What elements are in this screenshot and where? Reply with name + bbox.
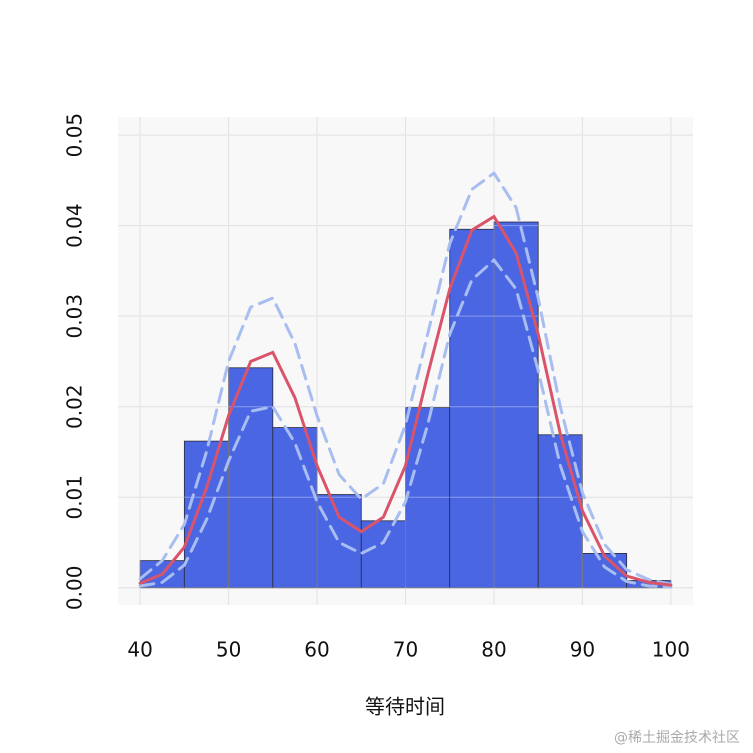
bar: [316, 494, 362, 589]
watermark: @稀土掘金技术社区: [614, 730, 740, 746]
x-tick-label: 50: [216, 638, 241, 662]
y-tick-label: 0.03: [63, 294, 87, 339]
y-tick-label: 0.01: [63, 475, 87, 520]
y-tick-label: 0.04: [63, 203, 87, 248]
y-tick-label: 0.00: [63, 566, 87, 611]
x-tick-label: 60: [304, 638, 329, 662]
x-axis-label: 等待时间: [365, 695, 445, 719]
x-tick-label: 90: [570, 638, 595, 662]
x-tick-label: 80: [481, 638, 506, 662]
bar: [183, 440, 229, 589]
bar: [493, 221, 539, 589]
bar: [272, 427, 318, 589]
bar: [228, 367, 274, 589]
x-tick-label: 40: [127, 638, 152, 662]
x-tick-label: 70: [393, 638, 418, 662]
x-tick-label: 100: [652, 638, 690, 662]
density-line: [138, 257, 673, 589]
bar: [449, 228, 495, 589]
bar: [360, 520, 406, 589]
y-tick-label: 0.02: [63, 384, 87, 429]
y-tick-label: 0.05: [63, 113, 87, 158]
density-line: [138, 214, 673, 587]
density-line: [138, 170, 673, 586]
